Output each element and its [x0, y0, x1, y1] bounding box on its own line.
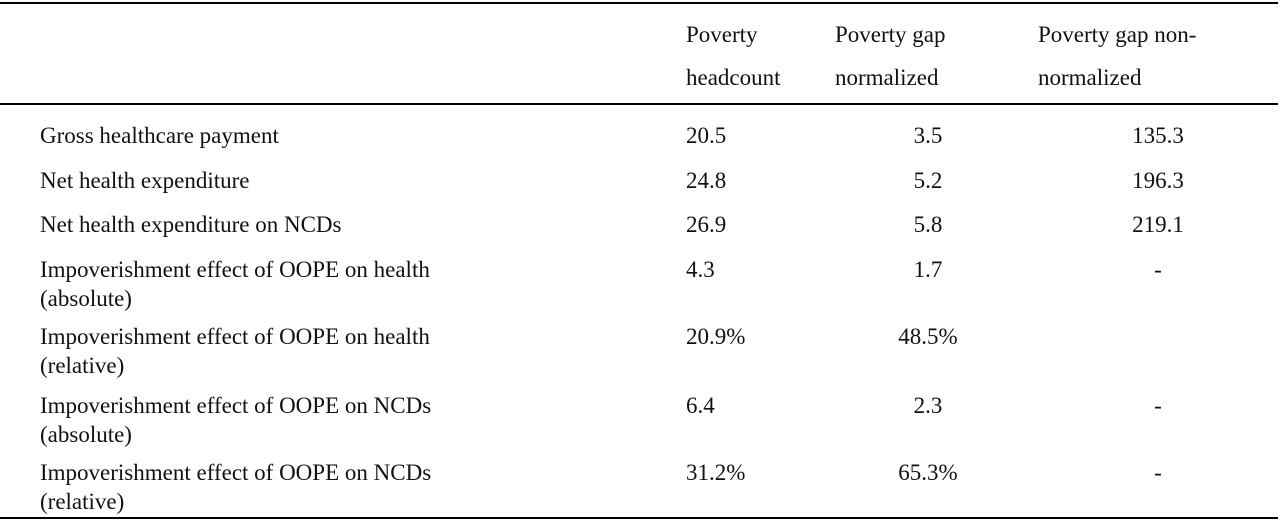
cell-poverty-gap-normalized: 5.2	[913, 168, 943, 193]
cell-poverty-headcount: 20.9%	[686, 324, 746, 349]
row-label-line: Impoverishment effect of OOPE on health	[40, 257, 430, 282]
header-line: headcount	[686, 65, 781, 90]
cell-poverty-gap-non-normalized: 135.3	[1132, 123, 1184, 148]
row-label-line: Impoverishment effect of OOPE on NCDs	[40, 460, 432, 485]
row-label: Net health expenditure	[40, 166, 600, 195]
table-top-rule	[0, 2, 1278, 4]
cell-poverty-headcount: 4.3	[686, 257, 715, 282]
cell-poverty-gap-non-normalized: 196.3	[1132, 168, 1184, 193]
header-line: Poverty	[686, 22, 758, 47]
cell-poverty-headcount: 6.4	[686, 393, 715, 418]
header-line: Poverty gap	[835, 22, 946, 47]
row-label-line: Net health expenditure	[40, 168, 250, 193]
cell-poverty-gap-normalized: 48.5%	[898, 324, 958, 349]
cell-poverty-gap-non-normalized: -	[1154, 393, 1162, 418]
header-line: normalized	[835, 65, 939, 90]
table-bottom-rule	[0, 517, 1278, 519]
header-line: normalized	[1038, 65, 1142, 90]
cell-poverty-gap-non-normalized: -	[1154, 257, 1162, 282]
cell-poverty-gap-normalized: 2.3	[913, 393, 943, 418]
row-label-line: (absolute)	[40, 286, 132, 311]
header-rule	[0, 103, 1278, 105]
header-line: Poverty gap non-	[1038, 22, 1197, 47]
row-label: Impoverishment effect of OOPE on NCDs (a…	[40, 391, 600, 449]
header-poverty-gap-normalized: Poverty gap normalized	[835, 13, 946, 99]
row-label-line: (relative)	[40, 489, 125, 514]
header-poverty-headcount: Poverty headcount	[686, 13, 781, 99]
row-label: Impoverishment effect of OOPE on health …	[40, 322, 600, 380]
row-label-line: Gross healthcare payment	[40, 123, 279, 148]
row-label: Impoverishment effect of OOPE on health …	[40, 255, 600, 313]
header-poverty-gap-non-normalized: Poverty gap non- normalized	[1038, 13, 1196, 99]
row-label: Impoverishment effect of OOPE on NCDs (r…	[40, 458, 600, 516]
cell-poverty-headcount: 24.8	[686, 168, 727, 193]
cell-poverty-headcount: 26.9	[686, 212, 727, 237]
cell-poverty-gap-normalized: 65.3%	[898, 460, 958, 485]
row-label-line: Net health expenditure on NCDs	[40, 212, 342, 237]
cell-poverty-headcount: 31.2%	[686, 460, 746, 485]
cell-poverty-gap-normalized: 3.5	[913, 123, 943, 148]
cell-poverty-gap-non-normalized: 219.1	[1132, 212, 1184, 237]
cell-poverty-gap-normalized: 5.8	[913, 212, 943, 237]
row-label: Gross healthcare payment	[40, 121, 600, 150]
cell-poverty-gap-normalized: 1.7	[913, 257, 943, 282]
row-label-line: Impoverishment effect of OOPE on health	[40, 324, 430, 349]
cell-poverty-headcount: 20.5	[686, 123, 727, 148]
cell-poverty-gap-non-normalized: -	[1154, 460, 1162, 485]
row-label-line: (relative)	[40, 353, 125, 378]
row-label: Net health expenditure on NCDs	[40, 210, 600, 239]
row-label-line: (absolute)	[40, 422, 132, 447]
row-label-line: Impoverishment effect of OOPE on NCDs	[40, 393, 432, 418]
